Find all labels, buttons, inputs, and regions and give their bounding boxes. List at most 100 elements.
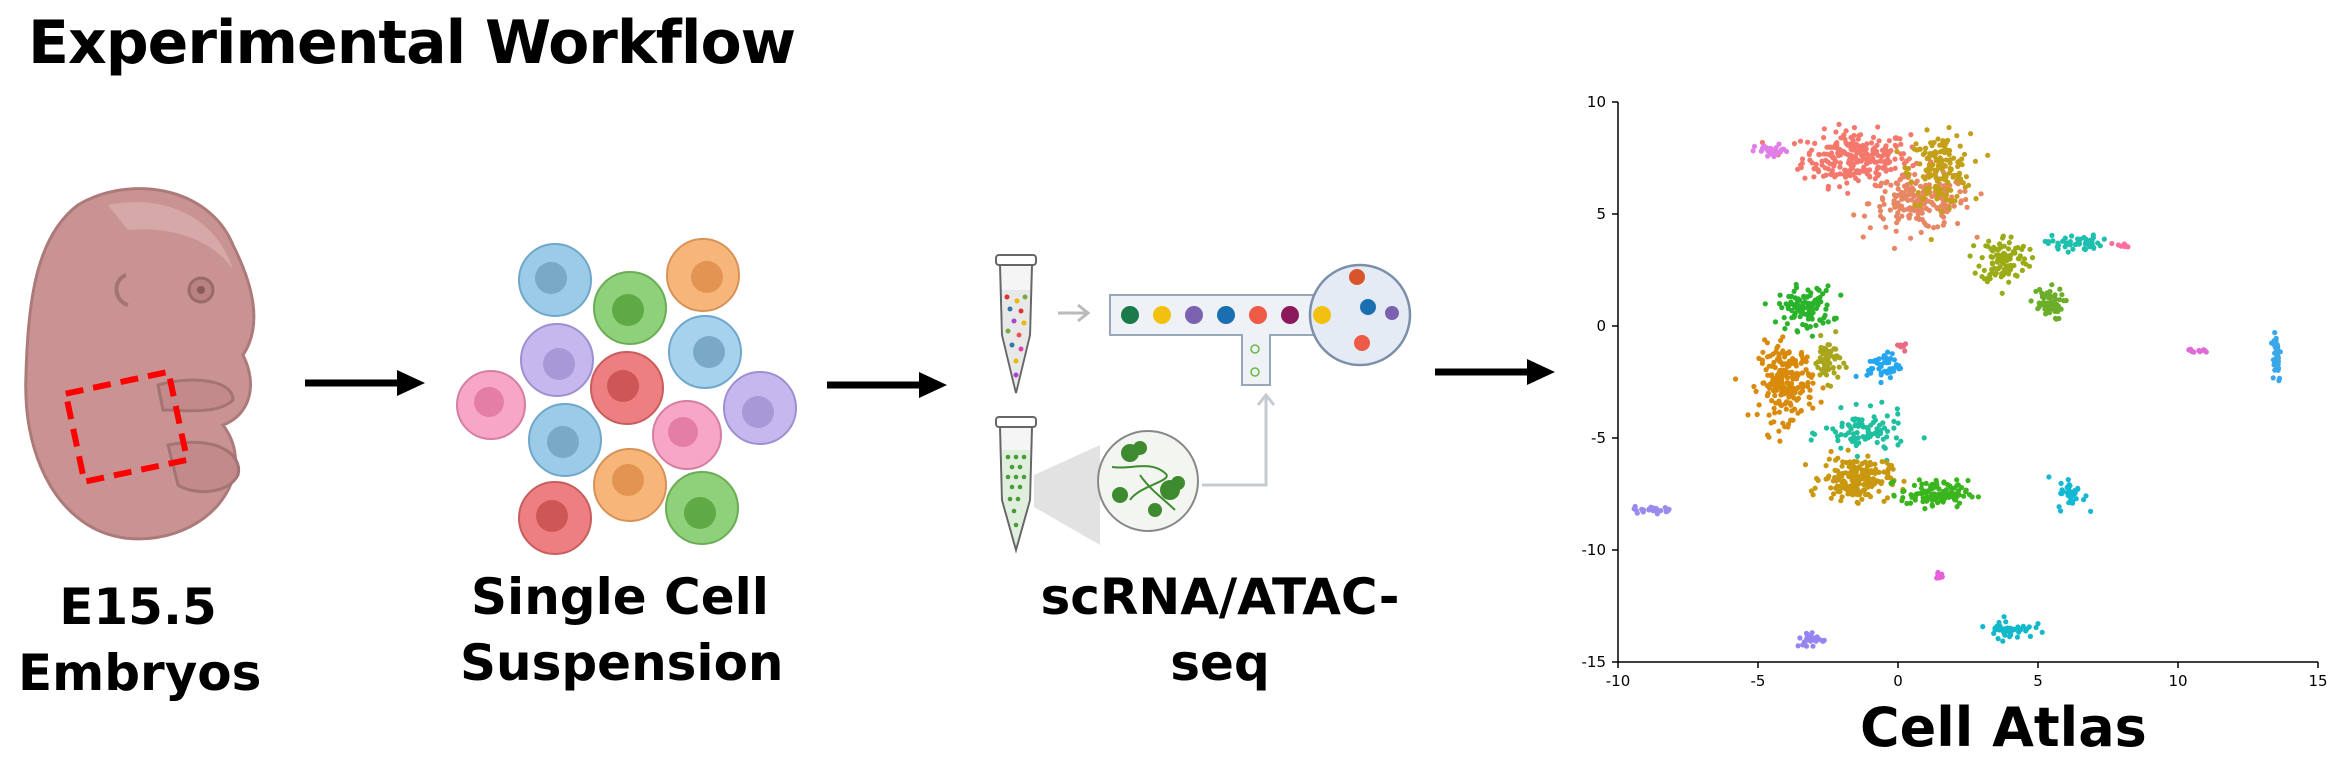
data-point	[1891, 418, 1897, 424]
data-point	[2200, 347, 2206, 353]
data-point	[1777, 401, 1783, 407]
cluster-20	[1934, 569, 1945, 581]
data-point	[1772, 319, 1779, 325]
data-point	[1794, 328, 1800, 334]
data-point	[1843, 128, 1849, 134]
data-point	[1935, 224, 1941, 230]
data-point	[1902, 341, 1909, 347]
data-point	[2001, 260, 2007, 266]
data-point	[1823, 287, 1829, 294]
data-point	[1989, 266, 1995, 273]
data-point	[1873, 466, 1879, 472]
data-point	[1884, 413, 1890, 419]
data-point	[1776, 369, 1782, 375]
data-point	[1821, 135, 1827, 141]
data-point	[1891, 357, 1897, 363]
data-point	[1909, 185, 1915, 191]
data-point	[1778, 359, 1784, 365]
data-point	[1999, 271, 2005, 277]
data-point	[1891, 198, 1897, 204]
data-point	[1999, 290, 2005, 296]
data-point	[1866, 475, 1872, 481]
data-point	[1809, 630, 1815, 636]
data-point	[2056, 242, 2062, 248]
data-point	[1799, 160, 1805, 166]
data-point	[1777, 438, 1783, 444]
data-point	[1898, 176, 1904, 182]
data-point	[2027, 246, 2033, 252]
data-point	[2122, 243, 2128, 250]
data-point	[1807, 157, 1813, 163]
data-point	[1837, 160, 1843, 166]
data-point	[2043, 311, 2049, 317]
stage-label-embryos: E15.5 Embryos	[18, 578, 262, 702]
data-point	[1766, 434, 1772, 440]
data-point	[1797, 390, 1803, 396]
data-point	[1946, 151, 1952, 157]
data-point	[1946, 124, 1952, 131]
data-point	[1784, 380, 1790, 386]
data-point	[1821, 151, 1827, 157]
data-point	[1802, 462, 1809, 468]
data-point	[1918, 208, 1924, 214]
data-point	[1772, 392, 1778, 399]
data-point	[2024, 626, 2030, 632]
data-point	[1810, 430, 1816, 436]
data-point	[1831, 370, 1837, 376]
data-point	[1972, 270, 1978, 276]
data-point	[2062, 235, 2068, 241]
data-point	[1940, 489, 1946, 495]
data-point	[1937, 142, 1943, 148]
data-point	[1828, 348, 1834, 354]
data-point	[1838, 445, 1844, 451]
data-point	[1874, 142, 1880, 148]
data-point	[1899, 189, 1905, 195]
data-point	[1916, 477, 1922, 483]
data-point	[1786, 358, 1792, 364]
data-point	[1919, 196, 1925, 202]
data-point	[1887, 207, 1893, 213]
data-point	[1774, 385, 1780, 391]
data-point	[1776, 301, 1783, 307]
data-point	[1854, 481, 1860, 487]
data-point	[1790, 417, 1796, 423]
data-point	[2036, 300, 2042, 306]
data-point	[1963, 487, 1969, 493]
data-point	[1887, 159, 1893, 165]
data-point	[1865, 484, 1871, 490]
data-point	[1955, 482, 1961, 488]
data-point	[1878, 180, 1885, 186]
data-point	[1941, 214, 1947, 220]
data-point	[1920, 174, 1926, 180]
data-point	[1896, 366, 1902, 372]
data-point	[1893, 180, 1899, 186]
data-point	[1895, 442, 1901, 448]
data-point	[1847, 173, 1853, 179]
data-point	[1917, 161, 1923, 167]
data-point	[2033, 288, 2039, 294]
data-point	[1662, 505, 1668, 511]
data-point	[1778, 392, 1784, 398]
data-point	[1786, 363, 1792, 369]
data-point	[1870, 148, 1876, 154]
data-point	[1810, 380, 1816, 386]
data-point	[1923, 145, 1929, 151]
data-point	[1745, 412, 1751, 418]
arrow-right-icon	[305, 370, 425, 396]
data-point	[1836, 153, 1842, 159]
data-point	[1941, 176, 1947, 182]
data-point	[1944, 481, 1951, 488]
data-point	[1823, 476, 1829, 482]
data-point	[1912, 202, 1918, 208]
data-point	[1838, 405, 1844, 411]
data-point	[1828, 495, 1834, 501]
data-point	[1823, 372, 1830, 378]
cell-icon	[518, 243, 592, 317]
data-point	[2051, 304, 2057, 310]
data-point	[1948, 166, 1954, 172]
data-point	[2097, 243, 2103, 249]
data-point	[1864, 433, 1870, 440]
data-point	[1817, 317, 1823, 323]
data-point	[2007, 634, 2013, 640]
cell-icon	[593, 448, 667, 522]
